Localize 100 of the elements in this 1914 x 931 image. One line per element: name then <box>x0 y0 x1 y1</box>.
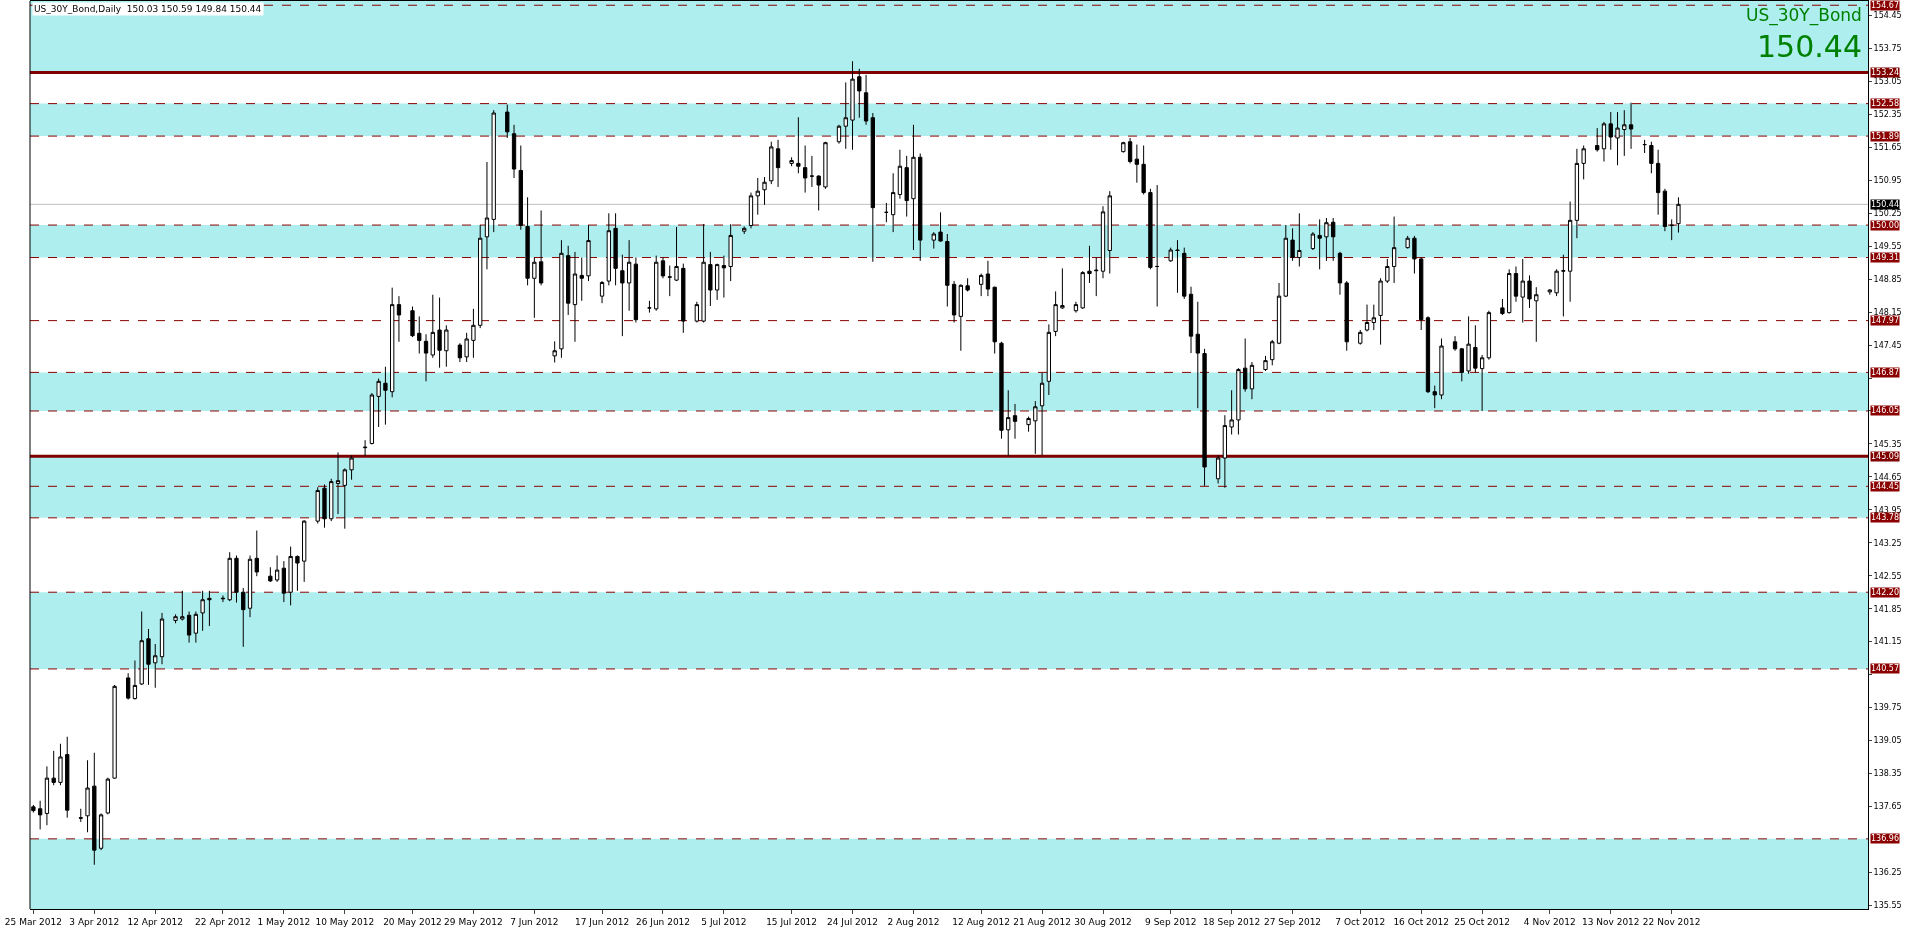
y-tick-label: 142.55 <box>1873 571 1902 581</box>
candlestick <box>931 231 936 250</box>
candlestick <box>1236 367 1241 436</box>
candlestick <box>505 104 510 139</box>
candlestick <box>1276 282 1282 345</box>
candlestick <box>349 454 354 481</box>
candlestick <box>38 800 43 830</box>
candlestick <box>538 209 544 286</box>
candlestick <box>491 109 496 233</box>
candlestick <box>295 555 300 592</box>
candlestick <box>464 332 469 363</box>
candlestick <box>586 224 591 282</box>
candlestick <box>1310 231 1316 251</box>
x-tick-label: 26 Jun 2012 <box>635 916 691 927</box>
candlestick <box>863 74 869 126</box>
candlestick <box>186 611 192 644</box>
candlestick <box>322 483 327 529</box>
candlestick <box>884 202 889 223</box>
x-tick-label: 20 May 2012 <box>383 916 442 927</box>
candlestick <box>1385 258 1390 284</box>
x-tick-label: 16 Oct 2012 <box>1393 916 1450 927</box>
candlestick <box>992 286 997 355</box>
candlestick <box>1107 190 1112 275</box>
ref-line-label: 142.20 <box>1871 588 1899 597</box>
candlestick <box>1459 347 1464 382</box>
ref-line-label: 144.45 <box>1871 482 1899 491</box>
candlestick <box>268 566 273 583</box>
x-tick-label: 21 Aug 2012 <box>1013 916 1071 927</box>
ref-line-label: 147.97 <box>1871 316 1899 325</box>
candlestick <box>58 743 63 786</box>
ref-line-label: 140.57 <box>1871 664 1899 673</box>
candlestick <box>1134 144 1140 184</box>
candlestick <box>985 260 991 297</box>
candlestick <box>1676 196 1681 234</box>
candlestick <box>816 174 821 211</box>
candlestick <box>1100 205 1106 279</box>
y-tick-label: 150.95 <box>1873 176 1902 186</box>
candlestick <box>376 378 381 428</box>
x-tick-label: 3 Apr 2012 <box>69 916 120 927</box>
candlestick <box>1479 354 1485 412</box>
ref-line-label: 153.24 <box>1871 68 1899 77</box>
candlestick <box>762 176 767 206</box>
candlestick <box>1486 310 1492 361</box>
candlestick <box>836 124 842 145</box>
candlestick <box>281 560 287 603</box>
candlestick <box>1520 258 1525 323</box>
y-tick-label: 153.75 <box>1873 44 1902 54</box>
y-tick-label: 144.65 <box>1873 472 1902 482</box>
candlestick <box>288 546 293 606</box>
x-tick-label: 7 Jun 2012 <box>510 916 559 927</box>
candlestick <box>951 280 957 323</box>
candlestick <box>1628 102 1634 150</box>
candlestick <box>146 628 151 686</box>
y-tick-label: 151.65 <box>1873 143 1902 153</box>
candlestick <box>525 196 530 286</box>
candlestick <box>132 659 138 701</box>
x-tick-label: 22 Nov 2012 <box>1642 916 1701 927</box>
candlestick <box>410 305 415 338</box>
candlestick <box>1012 403 1018 440</box>
candlestick <box>681 263 686 334</box>
candlestick <box>606 212 611 286</box>
candlestick <box>1324 217 1329 262</box>
candlestick <box>579 257 584 302</box>
candlestick <box>701 223 706 323</box>
candlestick <box>654 255 659 312</box>
candlestick <box>979 273 984 297</box>
candlestick <box>1006 389 1011 457</box>
ref-line-label: 150.00 <box>1871 221 1899 230</box>
candlestick <box>1148 188 1153 270</box>
x-tick-label: 13 Nov 2012 <box>1581 916 1640 927</box>
x-tick-label: 12 Aug 2012 <box>952 916 1010 927</box>
candlestick <box>755 177 760 216</box>
candlestick <box>1141 145 1146 195</box>
candlestick <box>1080 270 1085 310</box>
candlestick <box>1432 385 1437 409</box>
candlestick <box>1425 315 1431 394</box>
candlestick <box>1229 389 1234 436</box>
candlestick <box>1358 329 1363 346</box>
candlestick <box>180 590 185 620</box>
candlestick <box>566 245 571 316</box>
x-tick-label: 18 Sep 2012 <box>1203 916 1261 927</box>
candlestick <box>1662 188 1668 232</box>
candlestick <box>769 141 774 185</box>
candlestick <box>945 233 950 307</box>
candlestick <box>904 155 909 218</box>
candlestick <box>789 156 794 167</box>
candlestick <box>1378 277 1383 346</box>
y-tick-label: 135.55 <box>1873 901 1902 911</box>
candlestick <box>958 283 964 352</box>
candlestick <box>647 300 652 314</box>
candlestick <box>938 211 943 243</box>
ref-line-label: 150.44 <box>1871 200 1899 209</box>
y-tick-label: 152.35 <box>1873 110 1902 120</box>
y-tick-label: 148.15 <box>1873 307 1902 317</box>
x-tick-label: 15 Jul 2012 <box>766 916 818 927</box>
candlestick <box>1574 148 1580 239</box>
candlestick <box>694 301 699 323</box>
candlestick <box>742 225 747 235</box>
y-tick-label: 139.05 <box>1873 736 1902 746</box>
candlestick <box>1391 216 1397 284</box>
